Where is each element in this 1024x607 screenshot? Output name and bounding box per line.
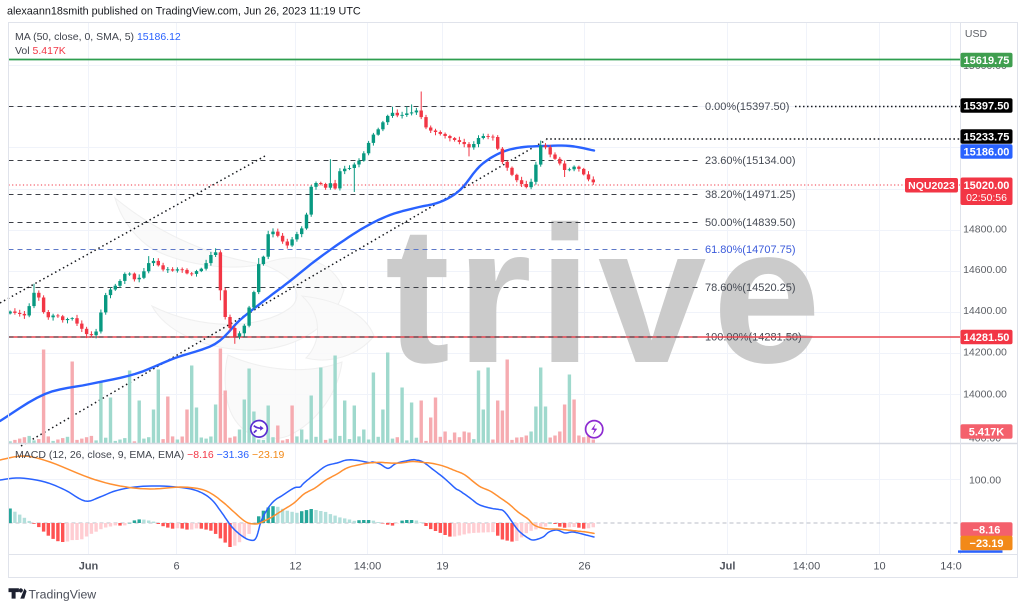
svg-text:23.60%(15134.00): 23.60%(15134.00) xyxy=(705,155,796,167)
svg-text:02:50:56: 02:50:56 xyxy=(966,192,1007,204)
svg-text:19: 19 xyxy=(436,561,448,573)
svg-text:TradingView: TradingView xyxy=(29,587,97,601)
svg-text:14:00: 14:00 xyxy=(354,561,382,573)
svg-text:NQU2023: NQU2023 xyxy=(908,180,955,192)
svg-text:15186.00: 15186.00 xyxy=(964,146,1010,158)
svg-text:14200.00: 14200.00 xyxy=(963,347,1007,359)
svg-text:14:0: 14:0 xyxy=(940,561,961,573)
svg-text:5.417K: 5.417K xyxy=(969,426,1005,438)
svg-text:14600.00: 14600.00 xyxy=(963,264,1007,276)
svg-text:15619.75: 15619.75 xyxy=(964,55,1010,67)
svg-text:6: 6 xyxy=(173,561,179,573)
svg-text:50.00%(14839.50): 50.00%(14839.50) xyxy=(705,217,796,229)
svg-text:14281.50: 14281.50 xyxy=(964,332,1010,344)
svg-text:14800.00: 14800.00 xyxy=(963,224,1007,236)
svg-text:38.20%(14971.25): 38.20%(14971.25) xyxy=(705,189,796,201)
svg-text:MACD (12, 26, close, 9, EMA, E: MACD (12, 26, close, 9, EMA, EMA) −8.16 … xyxy=(15,449,285,461)
svg-text:26: 26 xyxy=(578,561,590,573)
svg-text:15233.75: 15233.75 xyxy=(964,131,1010,143)
svg-text:USD: USD xyxy=(965,28,988,40)
svg-text:Jun: Jun xyxy=(79,561,99,573)
svg-text:15020.00: 15020.00 xyxy=(964,180,1010,192)
svg-text:0.00%(15397.50): 0.00%(15397.50) xyxy=(705,101,789,113)
svg-text:78.60%(14520.25): 78.60%(14520.25) xyxy=(705,282,796,294)
svg-text:Jul: Jul xyxy=(720,561,736,573)
svg-text:61.80%(14707.75): 61.80%(14707.75) xyxy=(705,244,796,256)
svg-text:10: 10 xyxy=(873,561,885,573)
svg-text:Vol 5.417K: Vol 5.417K xyxy=(15,45,66,57)
svg-text:14000.00: 14000.00 xyxy=(963,389,1007,401)
svg-text:−23.19: −23.19 xyxy=(970,538,1004,550)
svg-text:14:00: 14:00 xyxy=(793,561,821,573)
svg-text:12: 12 xyxy=(289,561,301,573)
svg-text:alexaann18smith published on T: alexaann18smith published on TradingView… xyxy=(7,6,361,18)
svg-text:100.00: 100.00 xyxy=(969,475,1001,487)
svg-text:14400.00: 14400.00 xyxy=(963,305,1007,317)
svg-text:MA (50, close, 0, SMA, 5) 1518: MA (50, close, 0, SMA, 5) 15186.12 xyxy=(15,31,181,43)
svg-text:−8.16: −8.16 xyxy=(973,524,1001,536)
svg-text:15397.50: 15397.50 xyxy=(964,100,1010,112)
